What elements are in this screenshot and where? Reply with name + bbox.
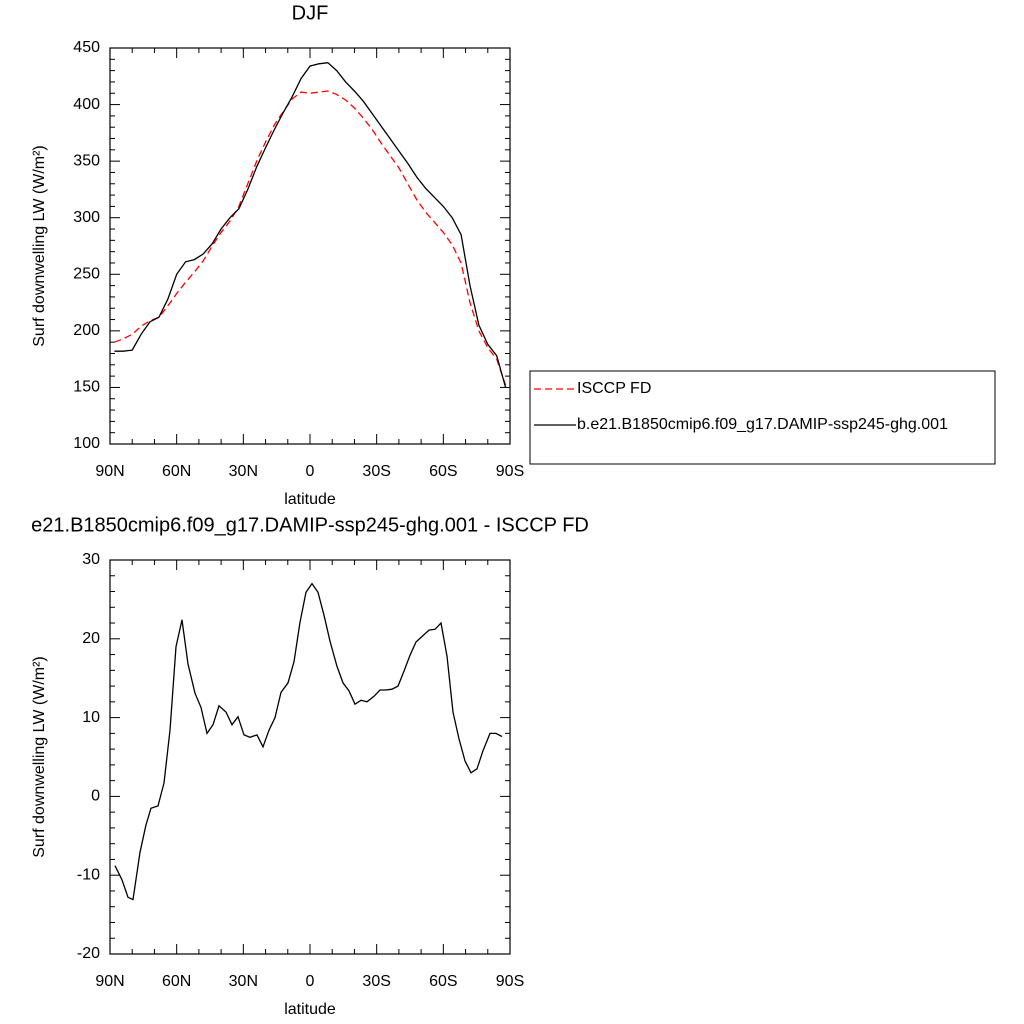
legend-box [529, 370, 996, 465]
x-tick-label: 60N [162, 973, 191, 990]
x-tick-label: 60S [429, 973, 457, 990]
x-tick-label: 90N [95, 973, 124, 990]
x-tick-label: 30N [229, 463, 258, 480]
y-tick-label: 250 [73, 266, 100, 283]
x-tick-label: 60S [429, 463, 457, 480]
y-axis-label: Surf downwelling LW (W/m²) [31, 145, 48, 347]
x-axis-label: latitude [284, 491, 336, 508]
x-tick-label: 90S [496, 973, 524, 990]
y-tick-label: 200 [73, 322, 100, 339]
y-tick-label: 300 [73, 209, 100, 226]
x-tick-label: 30S [362, 463, 390, 480]
y-tick-label: 20 [82, 630, 100, 647]
x-tick-label: 0 [306, 973, 315, 990]
data-line [114, 582, 503, 901]
y-tick-label: 400 [73, 96, 100, 113]
plot-frame [109, 559, 511, 955]
x-tick-label: 0 [306, 463, 315, 480]
x-tick-label: 60N [162, 463, 191, 480]
panel: DJF latitude Surf downwelling LW (W/m²) 100… [31, 2, 996, 508]
y-tick-label: 350 [73, 152, 100, 169]
y-axis-label: Surf downwelling LW (W/m²) [31, 656, 48, 858]
y-tick-label: -10 [77, 866, 100, 883]
x-tick-label: 90S [496, 463, 524, 480]
y-tick-label: 100 [73, 435, 100, 452]
y-tick-label: -20 [77, 945, 100, 962]
plot-frame [109, 47, 511, 445]
x-tick-label: 90N [95, 463, 124, 480]
y-tick-label: 150 [73, 379, 100, 396]
x-axis-label: latitude [284, 1001, 336, 1018]
x-tick-label: 30N [229, 973, 258, 990]
data-line [114, 90, 507, 386]
legend-label: b.e21.B1850cmip6.f09_g17.DAMIP-ssp245-gh… [577, 416, 948, 433]
x-tick-label: 30S [362, 973, 390, 990]
chart-title: e21.B1850cmip6.f09_g17.DAMIP-ssp245-ghg.… [31, 514, 589, 536]
panel: e21.B1850cmip6.f09_g17.DAMIP-ssp245-ghg.… [31, 514, 589, 1018]
y-tick-label: 10 [82, 709, 100, 726]
data-line [114, 62, 507, 388]
y-tick-label: 450 [73, 39, 100, 56]
chart-title: DJF [292, 2, 329, 24]
y-tick-label: 0 [91, 788, 100, 805]
legend-label: ISCCP FD [577, 380, 651, 397]
y-tick-label: 30 [82, 551, 100, 568]
